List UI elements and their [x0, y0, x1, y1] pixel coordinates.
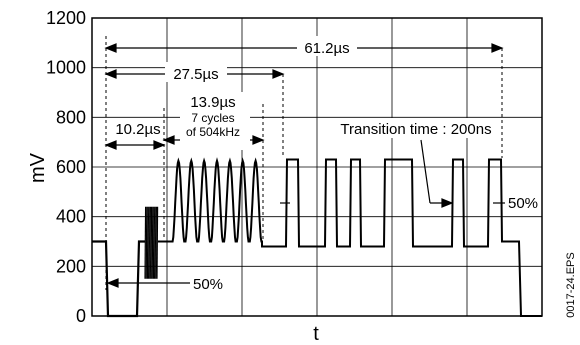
- y-tick-label: 200: [56, 256, 86, 276]
- noise-stroke: [155, 206, 157, 279]
- label-bg-13: [180, 92, 250, 150]
- grid: [92, 18, 542, 316]
- side-label: 0017-24.EPS: [565, 252, 577, 317]
- noise-stroke: [145, 206, 148, 279]
- noise-stroke: [152, 206, 155, 279]
- noise-stroke: [148, 206, 150, 279]
- transition-leader: [420, 139, 431, 204]
- span-13-arrow-left: [162, 135, 175, 145]
- y-tick-label: 600: [56, 157, 86, 177]
- span-10-arrow-right: [153, 140, 166, 150]
- noise-stroke: [146, 206, 149, 279]
- x-axis-label: t: [313, 323, 319, 345]
- noise-stroke: [150, 206, 153, 279]
- label-pct-right: 50%: [508, 195, 538, 212]
- noise-stroke: [156, 206, 159, 279]
- noise-stroke: [151, 206, 154, 279]
- label-bg-pct-right: [506, 193, 540, 211]
- label-bg-10: [110, 120, 162, 138]
- y-axis: 0 200 400 600 800 1000 1200: [46, 8, 86, 326]
- label-27: 27.5µs: [173, 66, 218, 83]
- label-pct-bottom: 50%: [193, 276, 223, 293]
- label-10: 10.2µs: [115, 121, 160, 138]
- label-cycles-2: of 504kHz: [186, 125, 240, 139]
- waveform-main: [92, 240, 145, 318]
- span-61-arrow-right: [491, 43, 504, 53]
- y-tick-label: 400: [56, 207, 86, 227]
- pct-bottom-arrowhead: [106, 278, 119, 288]
- span-27-arrow-left: [104, 69, 117, 79]
- label-transition: Transition time : 200ns: [340, 121, 491, 138]
- y-tick-label: 1000: [46, 58, 86, 78]
- span-27-arrow-right: [272, 69, 285, 79]
- span-61-arrow-left: [104, 43, 117, 53]
- y-tick-label: 1200: [46, 8, 86, 28]
- label-bg-61: [297, 36, 357, 56]
- transition-arrowhead: [441, 198, 454, 208]
- noise-stroke: [144, 206, 147, 279]
- label-61: 61.2µs: [304, 40, 349, 57]
- noise-stroke: [154, 206, 156, 279]
- span-13-arrow-right: [252, 135, 265, 145]
- label-bg-pct-bottom: [190, 274, 226, 292]
- y-tick-label: 0: [76, 306, 86, 326]
- noise-stroke: [149, 206, 151, 279]
- label-bg-transition: [334, 118, 498, 138]
- label-bg-27: [165, 62, 227, 82]
- waveform-noise-burst: [144, 206, 159, 279]
- waveform-sine-burst: [158, 157, 542, 317]
- span-10-arrow-left: [104, 140, 117, 150]
- y-axis-label: mV: [27, 152, 49, 183]
- label-13: 13.9µs: [190, 94, 235, 111]
- label-cycles-1: 7 cycles: [191, 111, 234, 125]
- y-tick-label: 800: [56, 107, 86, 127]
